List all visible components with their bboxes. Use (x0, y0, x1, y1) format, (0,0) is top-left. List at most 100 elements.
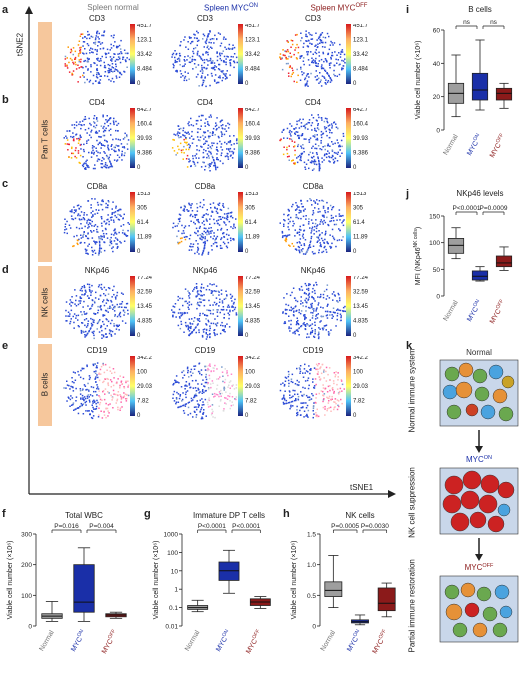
y-tick-label: 1 (174, 587, 178, 594)
y-tick-label: 60 (433, 28, 441, 35)
scale-tick: 642.7 (353, 108, 369, 113)
y-tick-label: 1000 (164, 532, 179, 539)
category-label: MYCON (68, 628, 88, 653)
scale-tick: 8.484 (137, 67, 153, 73)
scale-tick: 342.2 (353, 356, 369, 361)
p-value-annotation: P<0.0001 (198, 523, 226, 530)
y-tick-label: 40 (433, 61, 441, 68)
panel-label-c: c (2, 178, 9, 190)
box-2 (105, 611, 127, 619)
tsne-plot-cd8a-1: CD8a 1513 305 61.4 11.89 0 (166, 182, 274, 262)
k-normal-label: Normal (466, 348, 492, 357)
scale-tick: 100 (245, 370, 256, 376)
box-2 (249, 596, 271, 609)
k-myc-on-label: MYCON (466, 455, 492, 464)
scale-tick: 29.03 (137, 384, 153, 390)
y-tick-label: 0.5 (307, 593, 316, 600)
scale-tick: 61.4 (137, 220, 149, 226)
panel-label-k: k (406, 340, 413, 352)
panel-label-i: i (406, 4, 410, 16)
y-tick-label: 0 (436, 128, 440, 135)
tsne-plot-cd19-0: CD19 342.2 100 29.03 7.82 0 (58, 346, 166, 426)
p-value-annotation: ns (463, 19, 471, 26)
scale-tick: 305 (245, 206, 256, 212)
panel-label-e: e (2, 340, 9, 352)
y-tick-label: 200 (21, 562, 32, 569)
scale-tick: 100 (353, 370, 364, 376)
tsne-marker-title: CD4 (88, 98, 105, 107)
y-tick-label: 10 (171, 568, 179, 575)
scale-tick: 0 (245, 165, 249, 171)
y-axis-label: Viable cell number (×10⁶) (415, 41, 422, 120)
tsne-marker-title: CD3 (304, 14, 321, 23)
tsne-marker-title: CD8a (86, 182, 108, 191)
column-title-normal: Spleen normal (87, 3, 139, 12)
box-1 (471, 39, 489, 111)
scale-tick: 11.89 (353, 235, 368, 241)
y-axis-label: Viable cell number (×10⁶) (153, 541, 160, 620)
scale-tick: 4.835 (137, 319, 153, 325)
category-label: MYCOFF (243, 629, 264, 656)
axis-label-tsne2: tSNE2 (15, 32, 25, 57)
y-tick-label: 100 (429, 240, 440, 247)
tsne-plot-nkp46-1: NKp46 77.24 32.59 13.45 4.835 0 (166, 266, 274, 346)
panel-label-j: j (406, 188, 410, 200)
tsne-plot-cd3-1: CD3 451.7 123.1 33.42 8.484 0 (166, 14, 274, 94)
box-1 (471, 266, 489, 282)
category-label: MYCON (464, 298, 484, 323)
scale-tick: 9.386 (353, 151, 369, 157)
column-title-myc-off: Spleen MYCOFF (310, 3, 368, 13)
normal-immune-cells (442, 362, 515, 422)
category-label: MYCON (464, 132, 484, 157)
tsne-marker-title: CD8a (302, 182, 324, 191)
chart-title: Immature DP T cells (193, 511, 265, 520)
tsne-marker-title: NKp46 (300, 266, 326, 275)
scale-tick: 0 (137, 165, 141, 171)
y-tick-label: 100 (167, 550, 178, 557)
scale-tick: 160.4 (245, 122, 261, 128)
scale-tick: 642.7 (137, 108, 153, 113)
tsne-plot-cd8a-0: CD8a 1513 305 61.4 11.89 0 (58, 182, 166, 262)
panel-label-a: a (2, 4, 9, 16)
scale-tick: 33.42 (353, 52, 369, 58)
tsne-marker-title: CD4 (304, 98, 321, 107)
p-value-annotation: P=0.016 (54, 523, 79, 530)
schematic-k: Normal MYCON MYCOFF (439, 348, 519, 643)
box-0 (324, 555, 343, 608)
scale-tick: 123.1 (137, 38, 153, 44)
scale-tick: 305 (137, 206, 148, 212)
scale-tick: 32.59 (353, 290, 369, 296)
group-label-pan-t: Pan T cells (40, 119, 50, 160)
scale-tick: 61.4 (245, 220, 257, 226)
chart-title: NKp46 levels (456, 189, 503, 198)
category-label: MYCOFF (370, 629, 391, 656)
scale-tick: 160.4 (137, 122, 153, 128)
scale-tick: 0 (137, 333, 141, 339)
box-0 (187, 599, 209, 613)
scale-tick: 77.24 (245, 276, 261, 281)
scale-tick: 13.45 (353, 304, 369, 310)
scale-tick: 1513 (245, 192, 259, 197)
scale-tick: 39.93 (353, 136, 369, 142)
tsne-plot-cd3-0: CD3 451.7 123.1 33.42 8.484 0 (58, 14, 166, 94)
y-tick-label: 0 (436, 294, 440, 301)
scale-tick: 0 (353, 165, 357, 171)
box-1 (351, 614, 369, 626)
y-tick-label: 20 (433, 94, 441, 101)
category-label: MYCON (344, 628, 364, 653)
scale-tick: 342.2 (137, 356, 153, 361)
scale-tick: 9.386 (137, 151, 153, 157)
tsne-marker-title: NKp46 (84, 266, 110, 275)
y-axis-label: Viable cell number (×10⁶) (7, 541, 14, 620)
category-label: MYCOFF (487, 299, 508, 326)
scale-tick: 11.89 (245, 235, 260, 241)
scale-tick: 9.386 (245, 151, 261, 157)
k-myc-off-label: MYCOFF (465, 563, 494, 572)
tsne-plot-cd3-2: CD3 451.7 123.1 33.42 8.484 0 (274, 14, 382, 94)
scale-tick: 305 (353, 206, 364, 212)
y-axis-label: Viable cell number (×10⁶) (291, 541, 298, 620)
y-tick-label: 50 (433, 267, 441, 274)
scale-tick: 342.2 (245, 356, 261, 361)
y-tick-label: 1.5 (307, 532, 316, 539)
scale-tick: 0 (353, 249, 357, 255)
